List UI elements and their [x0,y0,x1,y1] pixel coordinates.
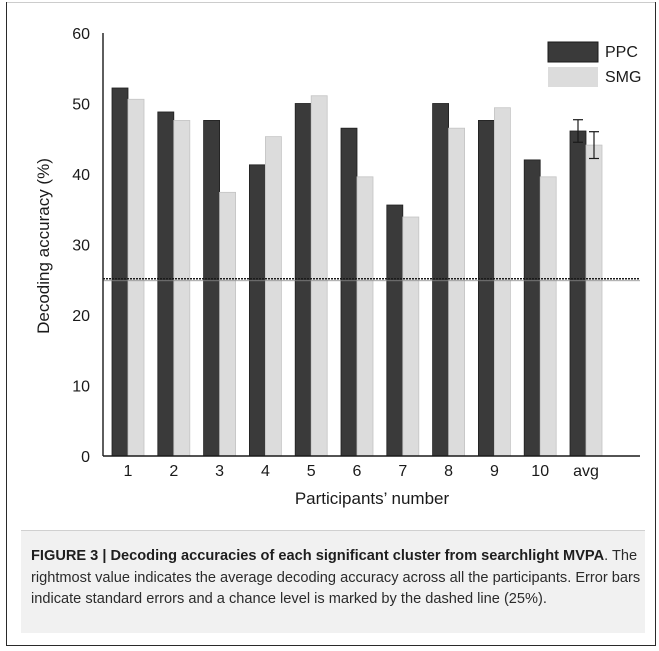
bar-ppc-8 [432,103,450,457]
y-axis-label: Decoding accuracy (%) [34,158,53,334]
legend: PPC SMG [547,41,641,87]
caption-label: FIGURE 3 | Decoding accuracies of each s… [31,548,605,564]
y-tick-label-0: 0 [81,449,90,466]
caption-text: . The rightmost value indicates the aver… [31,548,641,607]
legend-label-ppc: PPC [605,44,638,61]
bar-ppc-2 [157,111,175,457]
x-tick-label-7: 7 [398,463,407,480]
x-tick-label-2: 2 [169,463,178,480]
bar-smg-4 [264,136,282,457]
x-axis-label: Participants’ number [295,489,450,508]
x-tick-label-6: 6 [353,463,362,480]
legend-label-smg: SMG [605,69,641,86]
bars-layer [111,87,603,457]
bar-chart: 0 10 20 30 40 50 60 1 2 3 4 5 6 7 8 9 10 avg Decoding ac… [34,26,641,508]
bar-smg-avg [585,144,603,457]
bar-smg-8 [448,127,466,457]
bar-smg-9 [493,107,511,457]
bar-smg-5 [310,95,328,457]
y-tick-label-10: 10 [72,379,90,396]
bar-smg-2 [173,120,191,457]
x-tick-label-9: 9 [490,463,499,480]
y-tick-label-60: 60 [72,26,90,43]
bar-smg-1 [127,98,145,457]
bar-ppc-10 [523,159,541,457]
bar-smg-7 [402,216,420,457]
bar-ppc-avg [569,130,587,457]
caption-box [21,530,645,633]
legend-swatch-smg [548,67,598,87]
x-tick-label-3: 3 [215,463,224,480]
x-tick-label-8: 8 [444,463,453,480]
x-tick-label-5: 5 [307,463,316,480]
x-tick-label-10: 10 [531,463,549,480]
error-bars [573,119,599,160]
x-tick-label-avg: avg [573,463,599,480]
bar-ppc-9 [477,120,495,457]
bar-ppc-4 [248,164,266,457]
figure-top-rule [6,2,656,3]
y-tick-labels: 0 10 20 30 40 50 60 [72,26,90,466]
bar-smg-3 [219,191,237,457]
bar-ppc-5 [294,103,312,457]
figure-frame [6,2,656,646]
x-tick-label-4: 4 [261,463,270,480]
legend-swatch-ppc [547,41,599,63]
y-tick-label-40: 40 [72,167,90,184]
y-tick-label-50: 50 [72,97,90,114]
bar-ppc-6 [340,127,358,457]
bar-smg-6 [356,176,374,457]
bar-ppc-7 [386,204,404,457]
y-tick-label-30: 30 [72,238,90,255]
figure-caption: FIGURE 3 | Decoding accuracies of each s… [31,546,647,611]
bar-ppc-1 [111,87,129,457]
y-tick-label-20: 20 [72,308,90,325]
bar-smg-10 [539,176,557,457]
x-tick-labels: 1 2 3 4 5 6 7 8 9 10 avg [124,463,599,480]
x-tick-label-1: 1 [124,463,133,480]
bar-ppc-3 [203,120,221,457]
